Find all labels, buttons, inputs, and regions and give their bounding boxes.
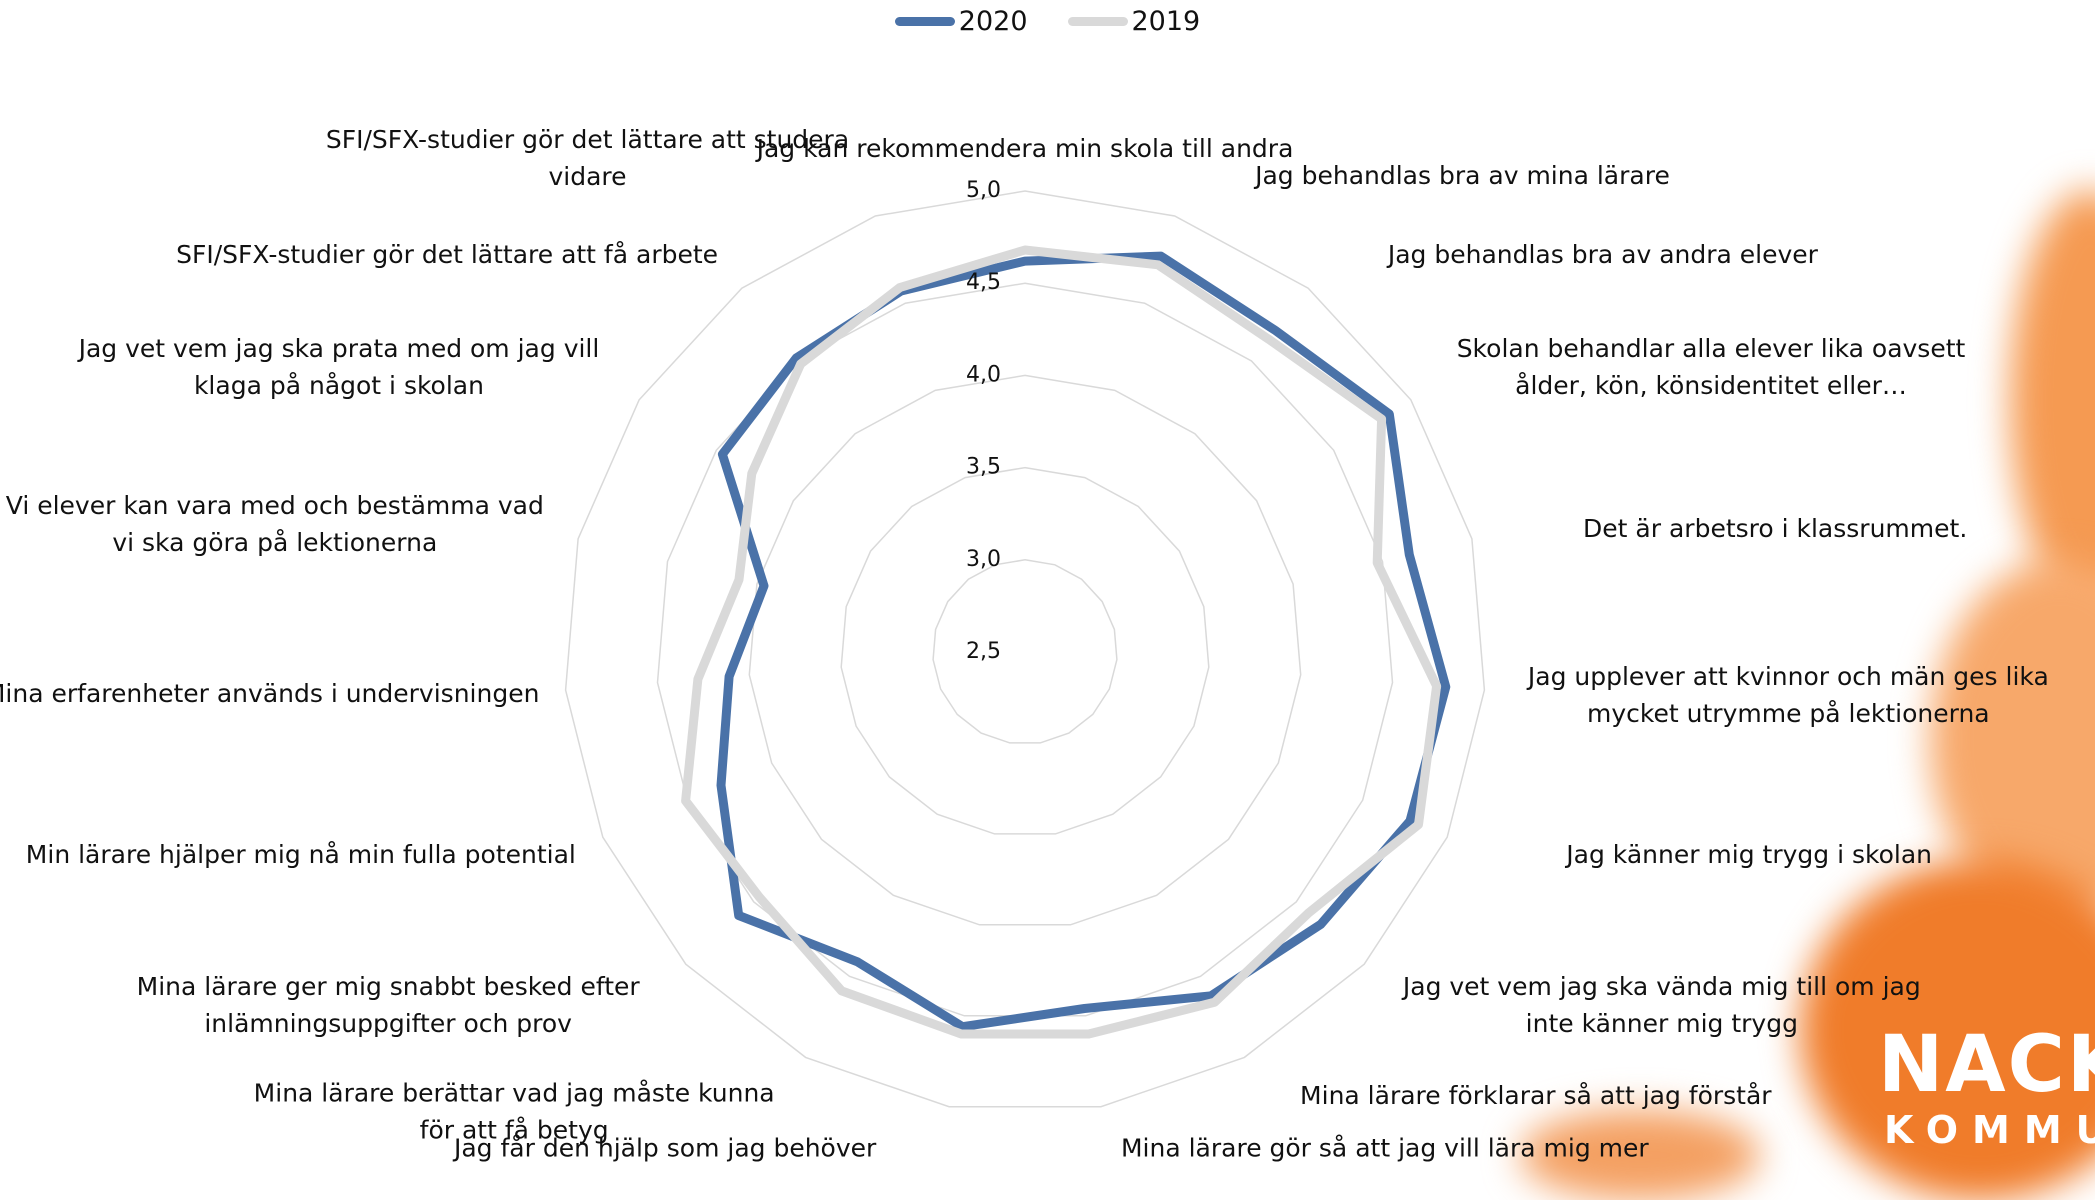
tick-label: 3,0	[966, 547, 1001, 572]
category-label: Min lärare hjälper mig nå min fulla pote…	[21, 836, 581, 873]
category-label: Jag upplever att kvinnor och män ges lik…	[1508, 658, 2068, 732]
tick-label: 2,5	[966, 639, 1001, 664]
grid-ring	[749, 375, 1300, 924]
category-label: Det är arbetsro i klassrummet.	[1495, 510, 2055, 547]
category-label: Jag behandlas bra av mina lärare	[1182, 157, 1742, 194]
category-label: Mina lärare ger mig snabbt besked efter …	[108, 969, 668, 1043]
tick-label: 4,5	[966, 270, 1001, 295]
category-label: Jag känner mig trygg i skolan	[1469, 836, 2029, 873]
grid-ring	[933, 560, 1117, 743]
tick-label: 5,0	[966, 178, 1001, 203]
category-label: Mina lärare berättar vad jag måste kunna…	[234, 1074, 794, 1148]
series-line	[721, 256, 1446, 1027]
category-label: Jag vet vem jag ska prata med om jag vil…	[59, 329, 619, 403]
category-label: Mina lärare förklarar så att jag förstår	[1256, 1076, 1816, 1113]
category-label: Mina erfarenheter används i undervisning…	[0, 675, 542, 712]
tick-label: 4,0	[966, 362, 1001, 387]
category-label: Vi elever kan vara med och bestämma vad …	[0, 487, 555, 561]
category-label: SFI/SFX-studier gör det lättare att stud…	[308, 121, 868, 195]
category-label: SFI/SFX-studier gör det lättare att få a…	[167, 236, 727, 273]
grid-ring	[566, 191, 1485, 1107]
category-label: Jag vet vem jag ska vända mig till om ja…	[1382, 969, 1942, 1043]
category-label: Mina lärare gör så att jag vill lära mig…	[1105, 1130, 1665, 1167]
tick-label: 3,5	[966, 455, 1001, 480]
category-label: Skolan behandlar alla elever lika oavset…	[1431, 329, 1991, 403]
grid-ring	[841, 468, 1209, 834]
category-label: Jag behandlas bra av andra elever	[1323, 236, 1883, 273]
